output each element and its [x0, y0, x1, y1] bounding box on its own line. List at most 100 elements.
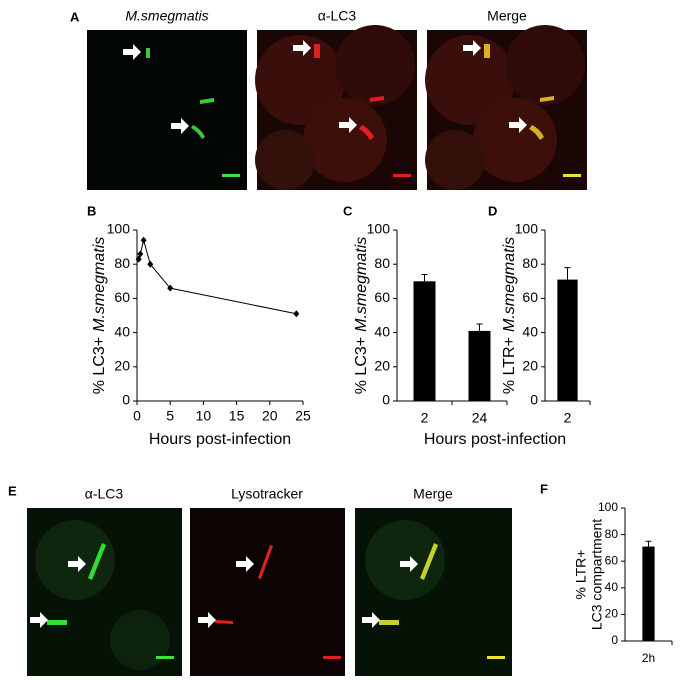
error-bar	[476, 323, 483, 331]
y-label-text: % LC3+	[353, 337, 370, 394]
y-axis-label: % LC3+ M.smegmatis	[91, 237, 108, 395]
bar	[413, 281, 436, 401]
micrographs-e	[27, 508, 512, 676]
cell	[365, 520, 445, 600]
bar	[557, 279, 578, 401]
panel-label: B	[87, 203, 96, 218]
cell	[473, 98, 557, 182]
y-tick-label: 40	[605, 580, 619, 594]
y-tick-label: 100	[107, 221, 131, 237]
panel-label: A	[70, 9, 80, 24]
y-tick-label: 60	[114, 289, 130, 305]
x-tick-label: 0	[133, 408, 141, 424]
y-axis-label: % LTR+	[573, 550, 589, 600]
image-title: α-LC3	[318, 8, 357, 24]
y-tick-label: 40	[522, 323, 538, 339]
y-tick-label: 0	[122, 392, 130, 408]
merge	[379, 543, 438, 625]
micrographs-a	[87, 25, 587, 190]
panel-label: F	[540, 481, 548, 496]
image-title: M.smegmatis	[125, 8, 208, 24]
scale-bar	[323, 656, 341, 659]
cell	[505, 25, 585, 105]
error-bar	[645, 540, 652, 547]
marker	[140, 236, 147, 244]
y-tick-label: 60	[374, 289, 390, 305]
y-label-italic: M.smegmatis	[501, 237, 518, 332]
bar	[468, 330, 491, 401]
marker	[137, 250, 144, 258]
y-tick-label: 80	[605, 527, 619, 541]
scale-bar	[222, 174, 240, 177]
cell	[35, 520, 115, 600]
y-tick-label: 20	[374, 358, 390, 374]
marker	[135, 255, 142, 263]
y-label-italic: M.smegmatis	[353, 237, 370, 332]
cell	[425, 130, 485, 190]
image-title: α-LC3	[85, 486, 124, 502]
y-tick-label: 40	[114, 323, 130, 339]
x-axis-label: Hours post-infection	[149, 431, 291, 448]
y-tick-label: 100	[515, 221, 539, 237]
marker	[147, 260, 154, 268]
bar	[642, 546, 655, 641]
y-label-italic: M.smegmatis	[91, 237, 108, 332]
image-title: Merge	[487, 8, 527, 24]
lysotracker	[215, 545, 273, 624]
y-tick-label: 80	[114, 255, 130, 271]
arrows	[30, 556, 418, 628]
micrograph	[190, 508, 345, 676]
y-tick-label: 20	[522, 358, 538, 374]
x-tick-label: 15	[229, 408, 245, 424]
y-tick-label: 60	[605, 553, 619, 567]
x-tick-label: 2	[564, 410, 572, 426]
y-tick-label: 40	[374, 323, 390, 339]
y-axis-label: % LC3+ M.smegmatis	[353, 237, 370, 395]
cell	[255, 130, 315, 190]
y-tick-label: 60	[522, 289, 538, 305]
scale-bar	[393, 174, 411, 177]
x-tick-label: 2	[421, 410, 429, 426]
x-tick-label: 5	[166, 408, 174, 424]
y-tick-label: 0	[611, 633, 618, 647]
scale-bar	[563, 174, 581, 177]
y-tick-label: 100	[367, 221, 391, 237]
panel-label: C	[343, 203, 353, 218]
y-tick-label: 0	[530, 392, 538, 408]
arrows	[123, 40, 527, 134]
y-axis-label: % LTR+ M.smegmatis	[501, 237, 518, 394]
x-tick-label: 24	[472, 410, 488, 426]
x-tick-label: 20	[262, 408, 278, 424]
y-tick-label: 100	[598, 500, 618, 514]
y-label-text: % LTR+	[501, 337, 518, 394]
line	[138, 238, 297, 315]
y-tick-label: 20	[605, 607, 619, 621]
cell	[335, 25, 415, 105]
lc3	[47, 543, 106, 625]
micrograph	[87, 30, 247, 190]
image-title: Merge	[413, 486, 453, 502]
y-tick-label: 20	[114, 358, 130, 374]
marker	[167, 284, 174, 292]
panel-label: E	[8, 483, 17, 498]
marker	[293, 310, 300, 318]
scale-bar	[487, 656, 505, 659]
y-tick-label: 80	[522, 255, 538, 271]
x-tick-label: 10	[196, 408, 212, 424]
y-axis-label: LC3 compartment	[589, 519, 605, 630]
cell	[110, 610, 170, 670]
cell	[255, 35, 345, 125]
error-bar	[421, 273, 428, 282]
cell	[303, 98, 387, 182]
image-title: Lysotracker	[231, 486, 303, 502]
x-axis-label: Hours post-infection	[424, 431, 566, 448]
x-tick-label: 2h	[642, 651, 655, 665]
scale-bar	[156, 656, 174, 659]
x-tick-label: 25	[295, 408, 311, 424]
y-label-text: % LC3+	[91, 337, 108, 394]
error-bar	[564, 267, 571, 280]
cell	[425, 35, 515, 125]
y-tick-label: 0	[382, 392, 390, 408]
y-tick-label: 80	[374, 255, 390, 271]
